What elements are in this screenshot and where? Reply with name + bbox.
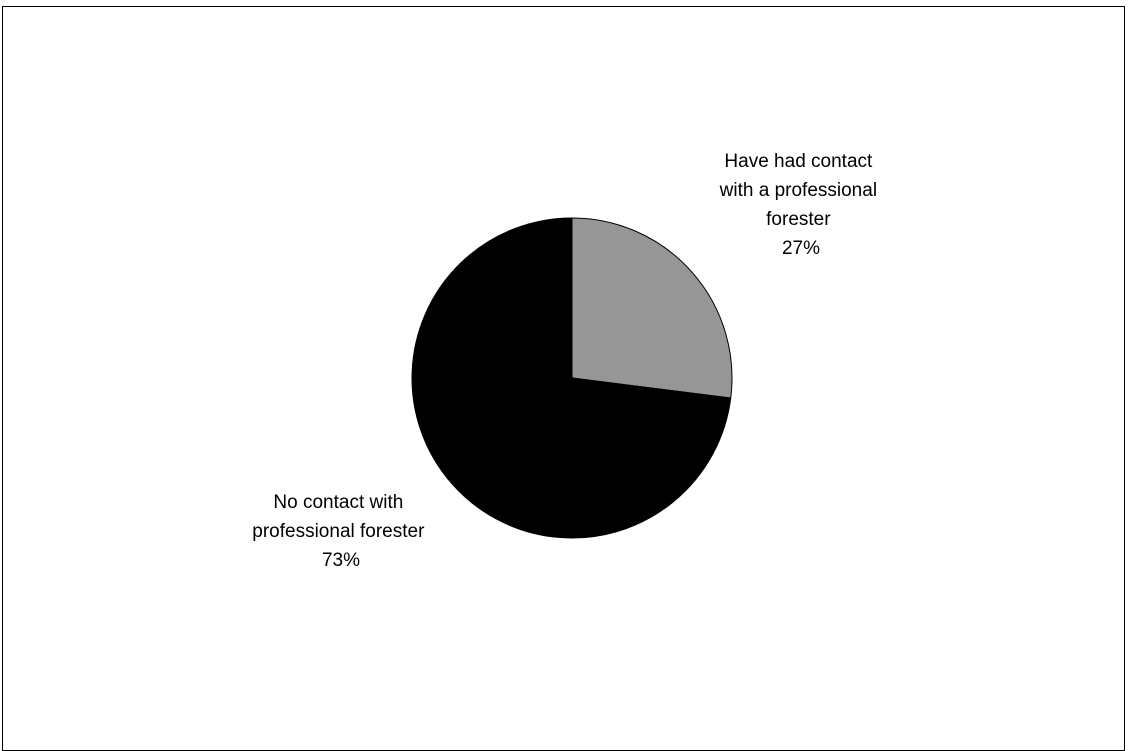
pie-slices: [411, 217, 733, 539]
slice-label-contact-line-1: Have had contact: [724, 151, 873, 172]
pie-slice-contact: [571, 217, 733, 399]
slice-value-contact: 27%: [782, 238, 820, 259]
slice-label-no-contact-line-1: No contact with: [273, 492, 403, 513]
slice-label-contact: Have had contact with a professional for…: [719, 151, 883, 259]
slice-label-no-contact-line-2: professional forester: [252, 521, 425, 542]
slice-label-contact-line-3: forester: [766, 209, 831, 230]
pie-slice-no-contact: [411, 217, 732, 539]
slice-label-contact-line-2: with a professional: [719, 180, 877, 201]
slice-label-no-contact: No contact with professional forester 73…: [252, 492, 429, 571]
slice-value-no-contact: 73%: [322, 550, 360, 571]
slice-labels: Have had contact with a professional for…: [252, 151, 883, 571]
